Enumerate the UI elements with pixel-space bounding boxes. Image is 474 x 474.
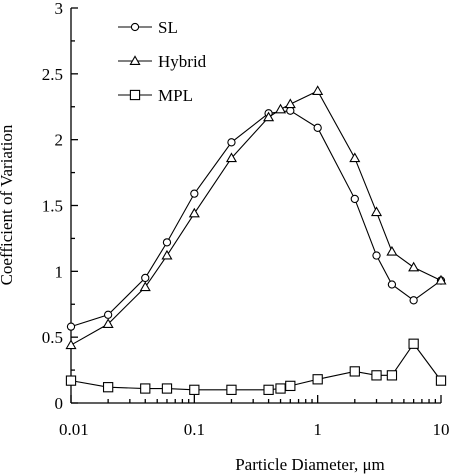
y-tick-label: 0.5 <box>42 328 63 347</box>
y-axis-label: Coefficient of Variation <box>0 124 16 285</box>
mpl-series-point <box>386 370 398 381</box>
hybrid-series-line <box>70 90 442 346</box>
hybrid-series-point <box>139 281 151 292</box>
legend-mpl-label: MPL <box>158 86 193 105</box>
sl-series-point <box>162 238 172 247</box>
hybrid-series-point <box>274 103 287 114</box>
sl-series-point <box>103 310 113 319</box>
sl-series-point <box>409 296 418 305</box>
legend-hybrid-point <box>129 55 141 65</box>
x-tick-label: 0.01 <box>59 420 89 439</box>
y-tick-label: 3 <box>55 0 64 18</box>
hybrid-series-point <box>161 249 173 260</box>
y-tick-label: 2.5 <box>42 65 63 84</box>
series-layer <box>65 85 447 395</box>
legend-hybrid-label: Hybrid <box>158 52 207 71</box>
hybrid-series-point <box>284 98 296 109</box>
sl-series-point <box>313 123 322 132</box>
mpl-series-point <box>226 384 237 395</box>
sl-series-line <box>70 110 442 328</box>
legend: SL Hybrid MPL <box>118 18 207 105</box>
hybrid-series-point <box>102 318 114 329</box>
mpl-series-point <box>65 375 77 386</box>
mpl-series-point <box>275 383 286 394</box>
hybrid-series-point <box>370 206 383 217</box>
mpl-series-point <box>349 366 360 377</box>
y-tick-label: 0 <box>55 394 64 413</box>
sl-series-point <box>372 251 381 260</box>
hybrid-series-point <box>263 111 275 122</box>
mpl-series-point <box>189 384 200 395</box>
mpl-series <box>65 338 447 395</box>
legend-hybrid: Hybrid <box>118 52 207 71</box>
hybrid-series-point <box>435 274 447 285</box>
mpl-series-point <box>285 380 296 392</box>
hybrid-series-point <box>188 207 200 218</box>
sl-series <box>66 106 446 331</box>
sl-series-point <box>190 189 199 198</box>
y-tick-label: 1 <box>55 262 64 281</box>
mpl-series-point <box>435 375 447 386</box>
mpl-series-line <box>70 342 442 391</box>
x-axis-label: Particle Diameter, μm <box>235 455 385 474</box>
legend-sl: SL <box>118 18 178 37</box>
legend-mpl: MPL <box>118 86 193 105</box>
x-tick-label: 0.1 <box>184 420 205 439</box>
y-tick-label: 1.5 <box>42 197 63 216</box>
mpl-series-point <box>408 338 419 349</box>
mpl-series-point <box>161 383 173 394</box>
x-tick-label: 1 <box>313 420 322 439</box>
mpl-series-point <box>371 370 382 381</box>
sl-series-point <box>141 273 150 283</box>
legend-mpl-point <box>129 89 141 101</box>
hybrid-series-point <box>225 152 238 163</box>
hybrid-series-point <box>349 152 361 163</box>
mpl-series-point <box>140 383 151 394</box>
axes: 0 0.5 1 1.5 2 2.5 3 0.01 0.1 1 10 <box>42 0 450 439</box>
hybrid-series-point <box>386 245 398 256</box>
legend-sl-point <box>130 22 140 32</box>
hybrid-series-point <box>312 85 324 95</box>
hybrid-series-point <box>65 339 77 350</box>
sl-series-point <box>286 106 295 115</box>
x-tick-label: 10 <box>433 420 450 439</box>
hybrid-series <box>65 85 447 350</box>
mpl-series-point <box>312 374 323 385</box>
legend-sl-label: SL <box>158 18 178 37</box>
sl-series-point <box>227 138 236 147</box>
hybrid-series-point <box>408 261 420 272</box>
y-tick-label: 2 <box>55 131 64 150</box>
mpl-series-point <box>263 384 274 395</box>
sl-series-point <box>387 280 397 289</box>
sl-series-point <box>66 322 76 331</box>
sl-series-point <box>350 194 359 204</box>
mpl-series-point <box>102 382 114 393</box>
